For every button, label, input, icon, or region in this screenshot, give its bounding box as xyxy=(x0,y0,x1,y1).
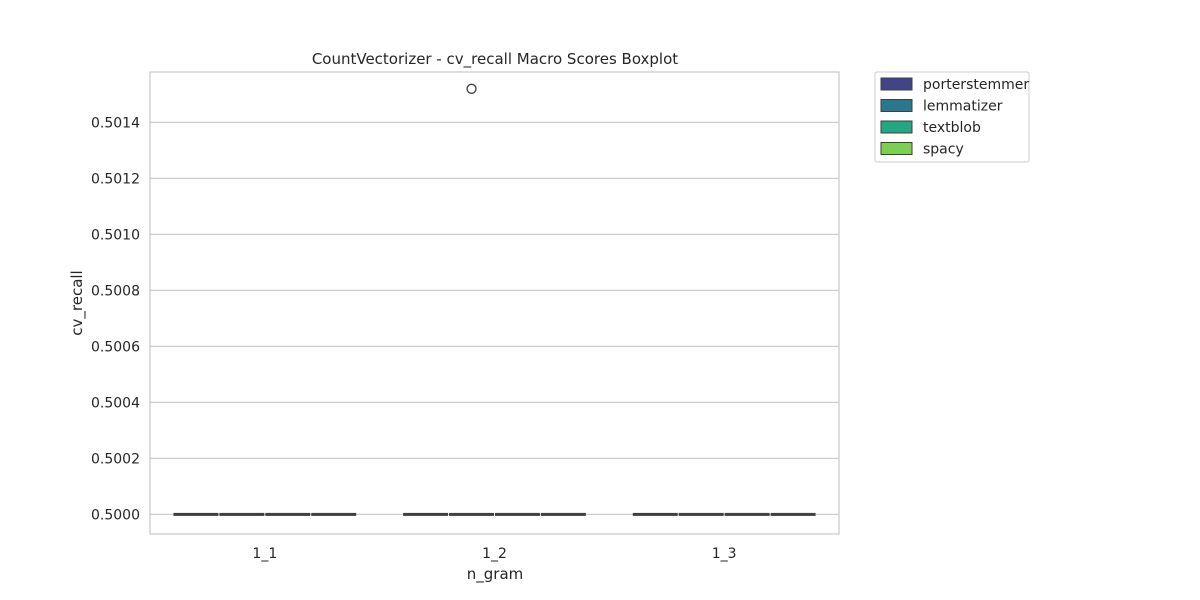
y-tick-label: 0.5008 xyxy=(91,283,140,299)
plot-area-frame xyxy=(149,71,840,535)
legend-frame xyxy=(874,71,1030,163)
x-tick-label: 1_1 xyxy=(252,546,277,562)
x-tick-label: 1_3 xyxy=(712,546,737,562)
legend-label-porterstemmer: porterstemmer xyxy=(923,77,1029,93)
legend-label-spacy: spacy xyxy=(923,142,964,158)
legend-label-textblob: textblob xyxy=(923,120,981,136)
boxes xyxy=(173,83,816,516)
y-tick-label: 0.5012 xyxy=(91,171,140,187)
x-tick-label: 1_2 xyxy=(482,546,507,562)
legend-label-lemmatizer: lemmatizer xyxy=(923,99,1003,115)
y-tick-label: 0.5010 xyxy=(91,227,140,243)
legend-swatch-porterstemmer xyxy=(880,77,913,91)
y-axis-ticks: 0.5000 0.5002 0.5004 0.5006 0.5008 0.5010 0.50… xyxy=(91,115,140,523)
legend-swatch-spacy xyxy=(880,142,913,155)
chart-title: CountVectorizer - cv_recall Macro Scores… xyxy=(312,50,678,69)
outlier-point xyxy=(466,83,477,94)
y-tick-label: 0.5000 xyxy=(91,507,140,523)
grid xyxy=(150,121,839,516)
legend: porterstemmer lemmatizer textblob spacy xyxy=(874,71,1030,163)
y-tick-label: 0.5014 xyxy=(91,115,140,131)
legend-swatch-textblob xyxy=(880,120,913,134)
y-tick-label: 0.5004 xyxy=(91,395,140,411)
x-axis-ticks: 1_1 1_2 1_3 xyxy=(252,546,736,562)
y-tick-label: 0.5002 xyxy=(91,451,140,467)
y-axis-label: cv_recall xyxy=(68,270,87,335)
y-tick-label: 0.5006 xyxy=(91,339,140,355)
x-axis-label: n_gram xyxy=(467,565,524,584)
legend-swatch-lemmatizer xyxy=(880,99,913,112)
